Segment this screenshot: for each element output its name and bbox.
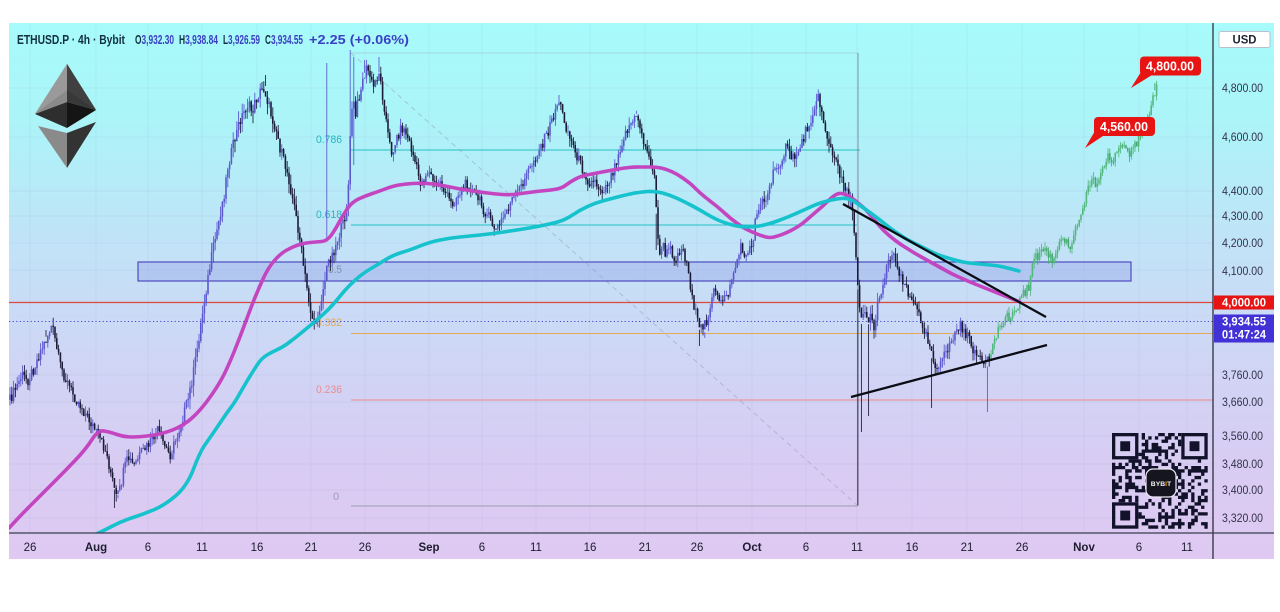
svg-text:0.618: 0.618 — [316, 209, 342, 221]
svg-text:ETHUSD.P · 4h · Bybit: ETHUSD.P · 4h · Bybit — [17, 32, 126, 47]
svg-text:BYBIT: BYBIT — [1151, 481, 1172, 488]
svg-text:6: 6 — [803, 542, 809, 554]
svg-text:11: 11 — [851, 542, 863, 554]
svg-text:6: 6 — [145, 542, 151, 554]
svg-text:11: 11 — [530, 542, 542, 554]
svg-text:16: 16 — [906, 542, 919, 554]
svg-text:0.382: 0.382 — [316, 317, 342, 329]
svg-text:0.236: 0.236 — [316, 384, 342, 396]
svg-text:16: 16 — [584, 542, 597, 554]
svg-text:11: 11 — [196, 542, 208, 554]
svg-text:4,800.00: 4,800.00 — [1146, 60, 1194, 74]
svg-text:11: 11 — [1181, 542, 1193, 554]
svg-text:0.786: 0.786 — [316, 134, 342, 146]
svg-text:26: 26 — [1016, 542, 1029, 554]
svg-text:3,760.00: 3,760.00 — [1222, 368, 1263, 382]
svg-text:01:47:24: 01:47:24 — [1222, 330, 1267, 342]
svg-text:3,320.00: 3,320.00 — [1222, 511, 1263, 525]
svg-text:16: 16 — [251, 542, 264, 554]
svg-text:Nov: Nov — [1073, 542, 1095, 554]
svg-text:4,300.00: 4,300.00 — [1222, 209, 1263, 223]
svg-text:26: 26 — [691, 542, 704, 554]
svg-text:O3,932.30: O3,932.30 — [135, 32, 174, 47]
svg-text:0.5: 0.5 — [328, 264, 342, 276]
svg-text:21: 21 — [961, 542, 974, 554]
svg-text:3,560.00: 3,560.00 — [1222, 429, 1263, 443]
svg-text:4,100.00: 4,100.00 — [1222, 264, 1263, 278]
svg-text:+2.25 (+0.06%): +2.25 (+0.06%) — [309, 32, 409, 47]
svg-text:4,000.00: 4,000.00 — [1222, 298, 1266, 310]
svg-text:4,800.00: 4,800.00 — [1222, 81, 1263, 95]
svg-text:C3,934.55: C3,934.55 — [265, 32, 303, 47]
svg-text:4,400.00: 4,400.00 — [1222, 184, 1263, 198]
svg-text:4,560.00: 4,560.00 — [1100, 120, 1148, 134]
svg-text:3,480.00: 3,480.00 — [1222, 457, 1263, 471]
svg-text:4,600.00: 4,600.00 — [1222, 130, 1263, 144]
svg-text:Oct: Oct — [742, 542, 761, 554]
svg-text:H3,938.84: H3,938.84 — [179, 32, 218, 47]
svg-text:6: 6 — [479, 542, 485, 554]
svg-text:3,400.00: 3,400.00 — [1222, 483, 1263, 497]
svg-text:0: 0 — [333, 491, 339, 503]
svg-text:21: 21 — [305, 542, 318, 554]
svg-text:L3,926.59: L3,926.59 — [223, 32, 260, 47]
svg-text:Aug: Aug — [85, 542, 107, 554]
svg-text:26: 26 — [24, 542, 37, 554]
svg-text:6: 6 — [1136, 542, 1142, 554]
svg-text:3,660.00: 3,660.00 — [1222, 395, 1263, 409]
svg-text:Sep: Sep — [418, 542, 439, 554]
svg-text:3,934.55: 3,934.55 — [1222, 317, 1267, 329]
svg-text:USD: USD — [1233, 35, 1257, 47]
svg-text:4,200.00: 4,200.00 — [1222, 236, 1263, 250]
svg-text:26: 26 — [359, 542, 372, 554]
svg-text:21: 21 — [639, 542, 652, 554]
